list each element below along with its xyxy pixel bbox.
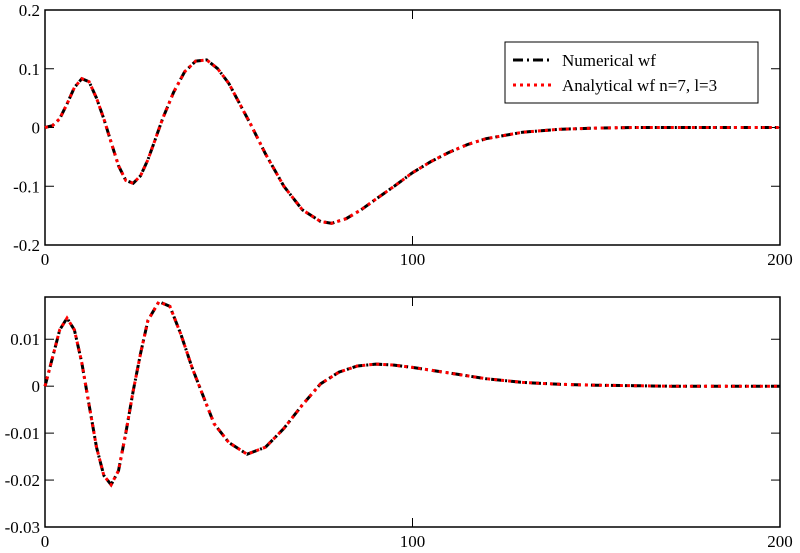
data-line — [43, 299, 780, 488]
plot-frame — [44, 296, 781, 528]
x-tick-label: 100 — [400, 532, 426, 551]
legend-box — [504, 41, 759, 104]
x-tick-label: 200 — [767, 250, 793, 269]
legend-label: Analytical wf n=7, l=3 — [562, 76, 717, 95]
y-tick-label: -0.01 — [5, 424, 40, 443]
y-tick-label: -0.2 — [13, 236, 40, 255]
x-tick-label: 100 — [400, 250, 426, 269]
x-tick-label: 200 — [767, 532, 793, 551]
y-tick-label: 0.2 — [19, 1, 40, 20]
y-tick-label: 0 — [32, 377, 41, 396]
y-tick-label: 0.01 — [10, 330, 40, 349]
data-line — [43, 299, 780, 488]
legend-label: Numerical wf — [562, 51, 656, 70]
data-line — [44, 58, 780, 225]
y-tick-label: 0 — [32, 119, 41, 138]
y-tick-label: -0.02 — [5, 471, 40, 490]
x-tick-label: 0 — [41, 250, 50, 269]
y-tick-label: -0.03 — [5, 518, 40, 537]
y-tick-label: 0.1 — [19, 60, 40, 79]
x-tick-label: 0 — [41, 532, 50, 551]
y-tick-label: -0.1 — [13, 177, 40, 196]
